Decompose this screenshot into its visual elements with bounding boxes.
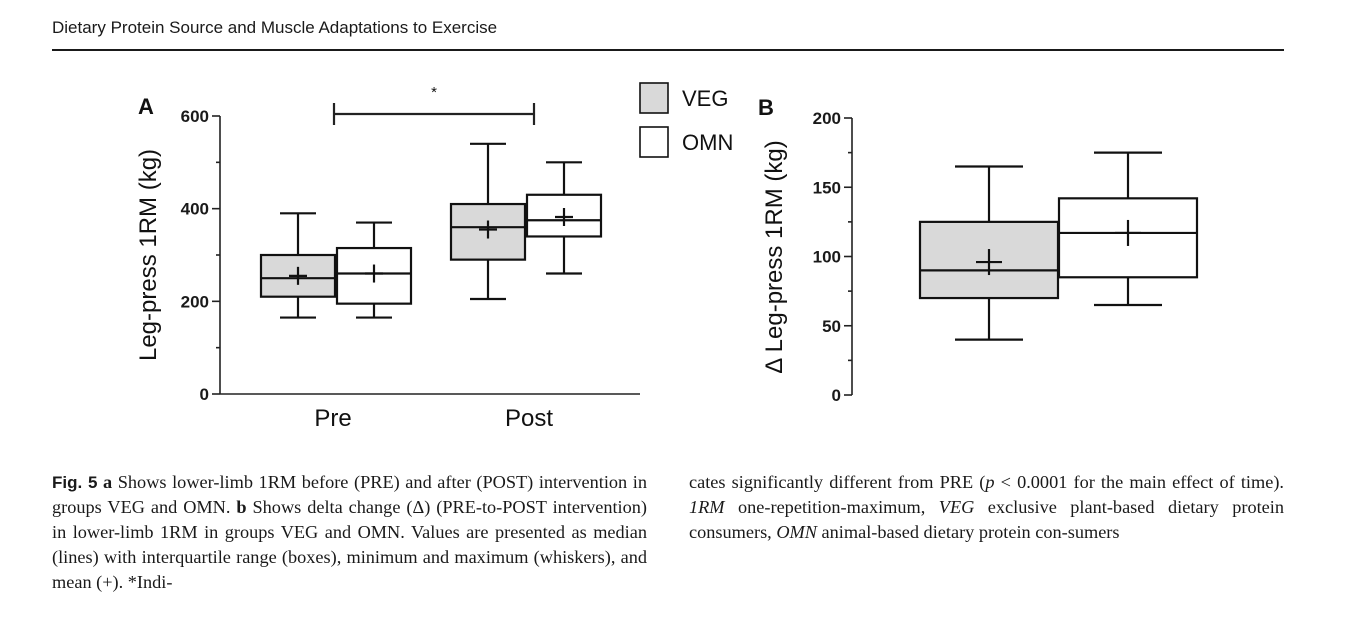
- a-tick-label: 600: [181, 107, 209, 126]
- running-head: Dietary Protein Source and Muscle Adapta…: [52, 18, 498, 37]
- caption-text-7: animal-based dietary protein con-sumers: [816, 522, 1120, 542]
- legend-label-omn: OMN: [682, 130, 733, 155]
- panel-a: A Leg-press 1RM (kg) 0 200 400 600 Pre Post…: [135, 84, 640, 432]
- b-tick-label: 150: [813, 178, 841, 197]
- panel-b-letter: B: [758, 95, 774, 120]
- caption-abbr-veg: VEG: [938, 497, 975, 517]
- b-tick-label: 200: [813, 109, 841, 128]
- caption-text-1: Shows lower-limb 1RM before (PRE) and af…: [52, 472, 647, 517]
- a-tick-label: 400: [181, 200, 209, 219]
- legend: VEG OMN: [639, 82, 733, 158]
- category-label-pre: Pre: [314, 405, 351, 432]
- category-label-post: Post: [505, 405, 553, 432]
- caption-b-label: b: [236, 497, 247, 517]
- caption-abbr-omn: OMN: [776, 522, 817, 542]
- figure: A Leg-press 1RM (kg) 0 200 400 600 Pre Post…: [135, 82, 1199, 432]
- legend-label-veg: VEG: [682, 86, 728, 111]
- a-tick-label: 0: [200, 385, 209, 404]
- panel-a-boxes: [259, 142, 603, 319]
- b-tick-label: 0: [832, 386, 841, 405]
- caption-figure-label: Fig. 5: [52, 473, 98, 492]
- caption-left-column: Fig. 5 a Shows lower-limb 1RM before (PR…: [52, 470, 647, 595]
- caption-text-4: < 0.0001 for the main effect of time).: [994, 472, 1285, 492]
- panel-b-y-axis-title: Δ Leg-press 1RM (kg): [761, 140, 788, 373]
- a-tick-label: 200: [181, 292, 209, 311]
- caption-text-5: one-repetition-maximum,: [724, 497, 939, 517]
- significance-bracket: *: [332, 84, 536, 125]
- a-veg-1-box: [449, 202, 527, 261]
- legend-swatch-veg: [639, 82, 669, 114]
- caption-text-3: cates significantly different from PRE (: [689, 472, 986, 492]
- panel-a-ticks: 0 200 400 600: [181, 107, 220, 404]
- b-tick-label: 50: [822, 317, 841, 336]
- caption-a-label: a: [103, 472, 113, 492]
- caption-abbr-1rm: 1RM: [689, 497, 725, 517]
- panel-b-ticks: 0 50 100 150 200: [813, 109, 852, 405]
- panel-b-boxes: [918, 151, 1199, 341]
- panel-b: B Δ Leg-press 1RM (kg) 0 50 100 150 200: [758, 95, 1199, 405]
- caption-right-column: cates significantly different from PRE (…: [689, 470, 1284, 545]
- caption-p: p: [985, 472, 995, 492]
- b-tick-label: 100: [813, 248, 841, 267]
- panel-a-letter: A: [138, 94, 154, 119]
- caption-text-2: Shows delta change (Δ) (PRE-to-POST inte…: [52, 497, 647, 592]
- caption-text-6: exclusive plant-based dietary protein co…: [689, 497, 1284, 542]
- panel-a-y-axis-title: Leg-press 1RM (kg): [135, 149, 162, 361]
- significance-star: *: [431, 84, 437, 101]
- legend-swatch-omn: [639, 126, 669, 158]
- header-rule: [52, 49, 1284, 51]
